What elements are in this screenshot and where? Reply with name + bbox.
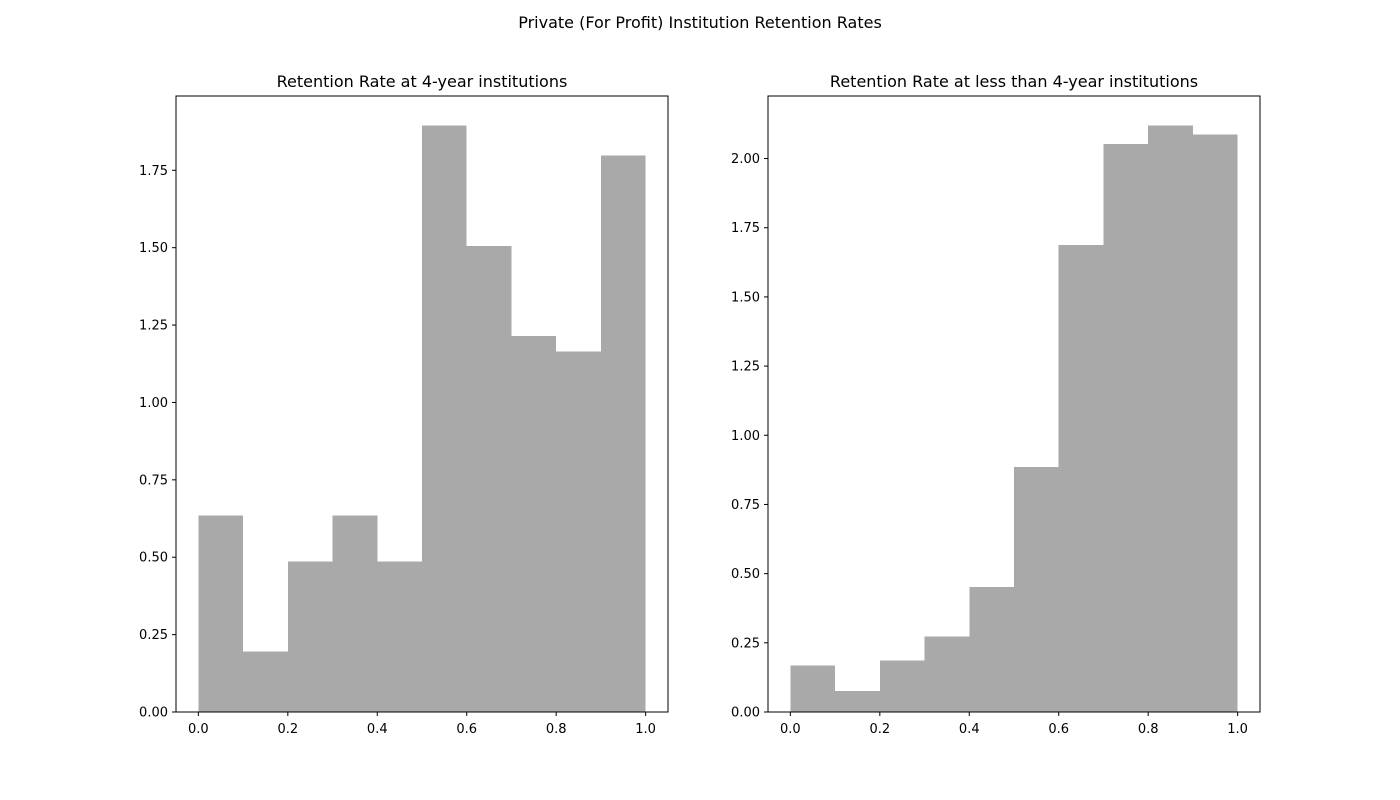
y-axis-ticks: 0.00 0.25 0.50 0.75 1.00 1.25 1.50 1.75 2.00 bbox=[731, 152, 768, 721]
x-tick-label: 0.8 bbox=[1138, 722, 1159, 737]
histogram-bar bbox=[1014, 467, 1059, 712]
y-tick-label: 1.50 bbox=[731, 290, 760, 305]
y-tick-label: 0.25 bbox=[139, 628, 168, 643]
x-tick-label: 0.6 bbox=[1048, 722, 1069, 737]
y-tick-label: 2.00 bbox=[731, 152, 760, 167]
histogram-bar bbox=[332, 515, 378, 712]
axes-title: Retention Rate at 4-year institutions bbox=[277, 72, 568, 91]
histogram-bar bbox=[969, 587, 1014, 712]
axes-frame bbox=[767, 95, 1261, 713]
x-axis-ticks: 0.0 0.2 0.4 0.6 0.8 1.0 bbox=[188, 712, 656, 737]
y-tick-label: 1.25 bbox=[139, 319, 168, 334]
y-tick-label: 0.50 bbox=[731, 567, 760, 582]
histogram-bar bbox=[924, 636, 970, 712]
histogram-bar bbox=[556, 351, 601, 712]
axes-frame bbox=[175, 95, 669, 713]
figure-title: Private (For Profit) Institution Retenti… bbox=[518, 13, 882, 32]
x-tick-label: 1.0 bbox=[635, 722, 656, 737]
histogram-bar bbox=[511, 336, 557, 712]
histogram-bar bbox=[1192, 134, 1238, 713]
y-tick-label: 0.75 bbox=[731, 498, 760, 513]
histogram-bar bbox=[790, 665, 836, 712]
y-tick-label: 0.00 bbox=[139, 706, 168, 721]
y-tick-label: 1.00 bbox=[731, 429, 760, 444]
histogram-less-than-4-year: 0.0 0.2 0.4 0.6 0.8 1.0 0.00 0.25 0.50 0.75 1.00 1… bbox=[731, 72, 1261, 737]
bars-group bbox=[198, 125, 646, 713]
x-tick-label: 0.6 bbox=[456, 722, 477, 737]
histogram-bar bbox=[600, 155, 646, 713]
x-tick-label: 0.2 bbox=[869, 722, 890, 737]
histogram-bar bbox=[835, 691, 880, 712]
x-axis-ticks: 0.0 0.2 0.4 0.6 0.8 1.0 bbox=[780, 712, 1248, 737]
histogram-bar bbox=[1058, 245, 1104, 712]
x-tick-label: 1.0 bbox=[1227, 722, 1248, 737]
histogram-bar bbox=[466, 246, 512, 712]
x-tick-label: 0.4 bbox=[959, 722, 980, 737]
x-tick-label: 0.0 bbox=[780, 722, 801, 737]
x-tick-label: 0.4 bbox=[367, 722, 388, 737]
histogram-bar bbox=[1103, 144, 1149, 712]
axes-title: Retention Rate at less than 4-year insti… bbox=[830, 72, 1198, 91]
histogram-bar bbox=[198, 515, 244, 712]
histogram-bar bbox=[879, 660, 925, 712]
y-tick-label: 0.50 bbox=[139, 551, 168, 566]
y-tick-label: 0.25 bbox=[731, 636, 760, 651]
histogram-bar bbox=[243, 651, 288, 712]
y-tick-label: 0.00 bbox=[731, 706, 760, 721]
histogram-bar bbox=[1148, 125, 1193, 713]
x-tick-label: 0.8 bbox=[546, 722, 567, 737]
y-tick-label: 1.00 bbox=[139, 396, 168, 411]
y-tick-label: 0.75 bbox=[139, 473, 168, 488]
histogram-bar bbox=[377, 561, 422, 712]
bars-group bbox=[790, 125, 1238, 713]
y-tick-label: 1.25 bbox=[731, 360, 760, 375]
x-tick-label: 0.0 bbox=[188, 722, 209, 737]
histogram-4-year: 0.0 0.2 0.4 0.6 0.8 1.0 0.00 0.25 0.50 0.75 1.00 1… bbox=[139, 72, 669, 737]
y-axis-ticks: 0.00 0.25 0.50 0.75 1.00 1.25 1.50 1.75 bbox=[139, 164, 176, 721]
histogram-bar bbox=[422, 125, 467, 712]
x-tick-label: 0.2 bbox=[277, 722, 298, 737]
y-tick-label: 1.75 bbox=[731, 221, 760, 236]
y-tick-label: 1.50 bbox=[139, 241, 168, 256]
y-tick-label: 1.75 bbox=[139, 164, 168, 179]
histogram-bar bbox=[287, 561, 333, 712]
